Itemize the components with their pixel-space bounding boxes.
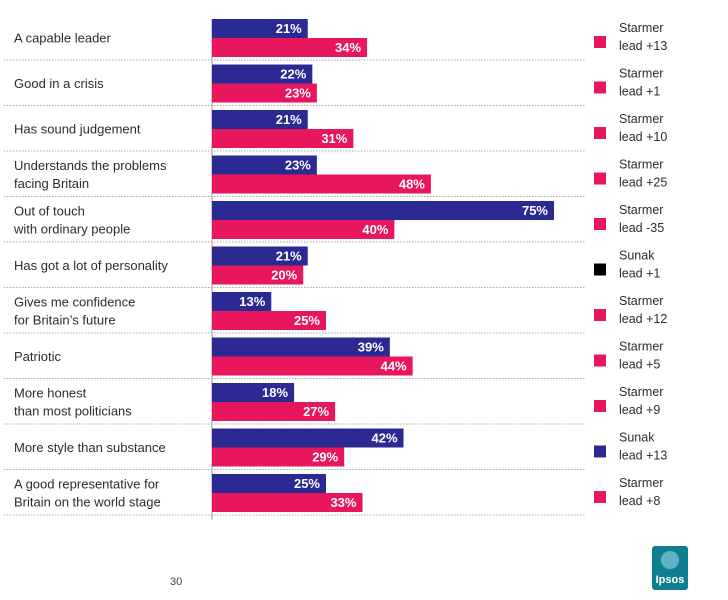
lead-label: Starmer lead +5 bbox=[619, 340, 663, 372]
page-number: 30 bbox=[170, 576, 183, 588]
category-label: More honest than most politicians bbox=[14, 386, 132, 419]
bar-series-1 bbox=[212, 383, 295, 402]
category-label: Patriotic bbox=[14, 349, 61, 364]
bar-value-label: 44% bbox=[381, 359, 407, 374]
lead-marker bbox=[594, 445, 606, 458]
category-label: Good in a crisis bbox=[14, 76, 104, 91]
bar-value-label: 25% bbox=[294, 476, 320, 491]
category-label: More style than substance bbox=[14, 440, 166, 455]
lead-marker bbox=[594, 36, 606, 48]
bar-value-label: 23% bbox=[285, 158, 311, 173]
bar-series-2 bbox=[212, 447, 345, 467]
bar-series-2 bbox=[212, 356, 413, 376]
bar-value-label: 20% bbox=[271, 268, 297, 283]
category-label: A good representative for Britain on the … bbox=[14, 477, 161, 510]
bar-series-2 bbox=[212, 129, 354, 148]
category-label: A capable leader bbox=[14, 31, 112, 46]
lead-label: Starmer lead +12 bbox=[619, 294, 667, 326]
category-label: Understands the problems facing Britain bbox=[14, 158, 167, 191]
lead-label: Starmer lead +10 bbox=[619, 112, 667, 144]
bar-series-2 bbox=[212, 83, 317, 103]
category-label: Has got a lot of personality bbox=[14, 258, 168, 273]
lead-label: Starmer lead +8 bbox=[619, 476, 663, 508]
bar-series-1 bbox=[212, 292, 272, 311]
lead-label: Starmer lead +9 bbox=[619, 385, 663, 417]
bar-value-label: 75% bbox=[522, 203, 548, 218]
bar-series-1 bbox=[212, 428, 404, 448]
lead-label: Starmer lead +25 bbox=[619, 158, 667, 190]
lead-marker bbox=[594, 263, 606, 276]
bar-value-label: 13% bbox=[239, 294, 265, 309]
bar-value-label: 23% bbox=[285, 86, 311, 101]
bar-value-label: 29% bbox=[312, 450, 338, 465]
bar-series-1 bbox=[212, 246, 308, 266]
lead-marker bbox=[594, 309, 606, 321]
lead-marker bbox=[594, 354, 606, 367]
lead-marker bbox=[594, 400, 606, 412]
logo-text: Ipsos bbox=[655, 574, 685, 586]
bar-series-1 bbox=[212, 64, 313, 84]
bar-series-1 bbox=[212, 19, 308, 38]
bar-series-2 bbox=[212, 174, 431, 194]
lead-marker bbox=[594, 81, 606, 94]
lead-label: Starmer lead -35 bbox=[619, 203, 664, 235]
bar-series-1 bbox=[212, 474, 326, 493]
bar-value-label: 18% bbox=[262, 385, 288, 400]
bar-value-label: 21% bbox=[276, 112, 302, 127]
bar-value-label: 39% bbox=[358, 340, 384, 355]
bar-series-2 bbox=[212, 493, 363, 512]
logo-mark-icon bbox=[661, 551, 679, 569]
bar-series-2 bbox=[212, 220, 395, 239]
bar-series-1 bbox=[212, 110, 308, 129]
bar-value-label: 27% bbox=[303, 404, 329, 419]
lead-label: Starmer lead +1 bbox=[619, 67, 663, 99]
bar-value-label: 33% bbox=[330, 495, 356, 510]
bar-value-label: 48% bbox=[399, 177, 425, 192]
bar-value-label: 22% bbox=[280, 67, 306, 82]
bar-value-label: 25% bbox=[294, 313, 320, 328]
bar-series-1 bbox=[212, 201, 554, 220]
bar-series-2 bbox=[212, 311, 326, 330]
bar-series-2 bbox=[212, 402, 336, 421]
category-label: Has sound judgement bbox=[14, 122, 141, 137]
bar-value-label: 31% bbox=[321, 131, 347, 146]
bar-series-1 bbox=[212, 337, 390, 357]
lead-label: Sunak lead +13 bbox=[619, 431, 667, 463]
bar-series-2 bbox=[212, 265, 304, 285]
lead-marker bbox=[594, 491, 606, 503]
lead-label: Starmer lead +13 bbox=[619, 21, 667, 53]
bar-value-label: 42% bbox=[371, 431, 397, 446]
bar-value-label: 21% bbox=[276, 21, 302, 36]
lead-marker bbox=[594, 127, 606, 139]
bar-value-label: 21% bbox=[276, 249, 302, 264]
ipsos-logo: Ipsos bbox=[652, 546, 688, 590]
category-label: Gives me confidence for Britain’s future bbox=[14, 295, 135, 328]
category-label: Out of touch with ordinary people bbox=[13, 204, 130, 237]
bar-series-2 bbox=[212, 38, 368, 57]
lead-label: Sunak lead +1 bbox=[619, 249, 660, 281]
lead-marker bbox=[594, 218, 606, 230]
lead-marker bbox=[594, 172, 606, 185]
bar-series-1 bbox=[212, 155, 317, 175]
bar-value-label: 34% bbox=[335, 40, 361, 55]
bar-value-label: 40% bbox=[362, 222, 388, 237]
